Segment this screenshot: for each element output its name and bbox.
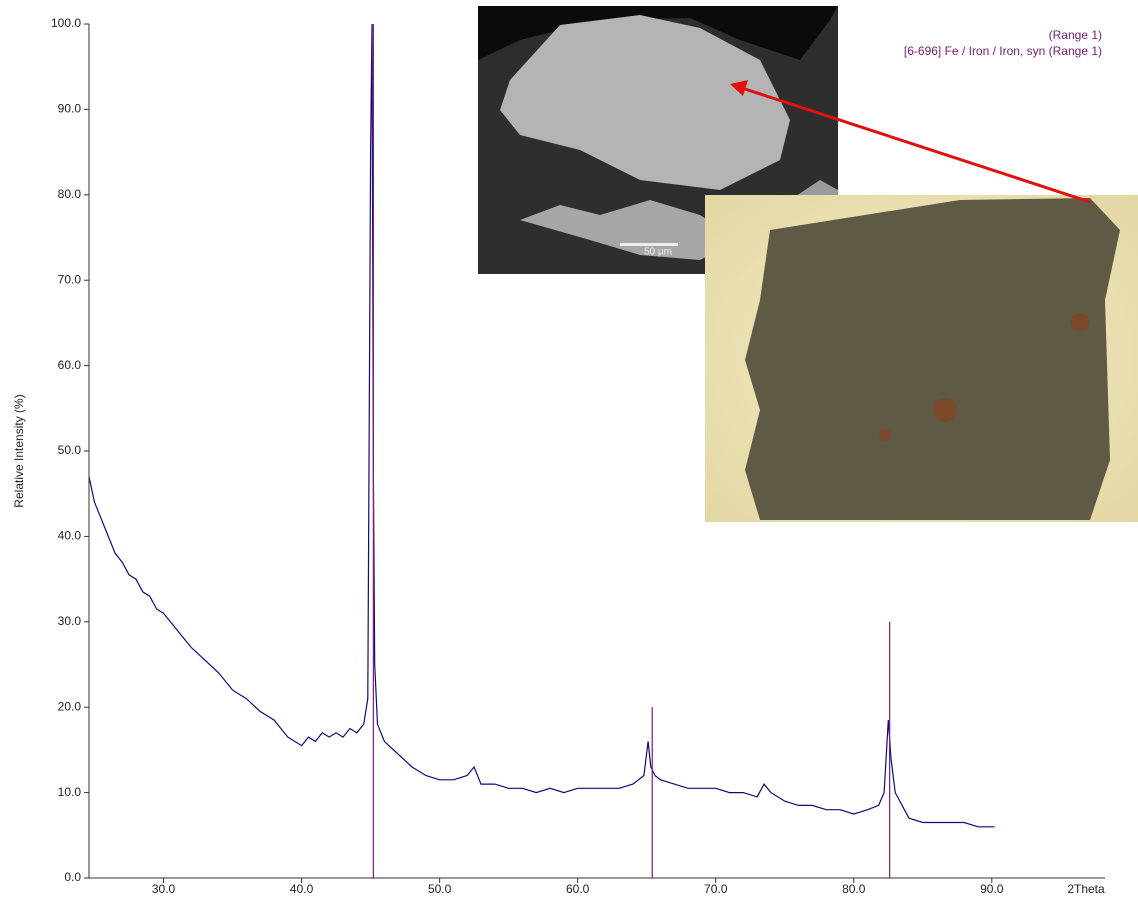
- y-tick-label: 20.0: [58, 699, 82, 713]
- y-tick-label: 90.0: [58, 102, 82, 116]
- x-tick-label: 30.0: [152, 882, 176, 896]
- y-tick-label: 40.0: [58, 529, 82, 543]
- y-tick-label: 10.0: [58, 785, 82, 799]
- y-tick-label: 0.0: [64, 870, 81, 884]
- y-tick-label: 30.0: [58, 614, 82, 628]
- rock-spot: [879, 429, 891, 441]
- scale-label: 50 µm: [644, 247, 672, 258]
- chart: Relative Intensity (%) 2Theta 50 µm 0.0 1…: [0, 0, 1138, 902]
- y-tick-label: 70.0: [58, 272, 82, 286]
- x-tick-label: 70.0: [704, 882, 728, 896]
- scale-bar: [620, 243, 678, 246]
- rock-spot: [933, 398, 957, 422]
- x-tick-label: 60.0: [566, 882, 590, 896]
- y-tick-label: 50.0: [58, 443, 82, 457]
- y-tick-label: 100.0: [51, 16, 81, 30]
- y-tick-label: 80.0: [58, 187, 82, 201]
- x-tick-label: 80.0: [842, 882, 866, 896]
- legend-entry: (Range 1): [1049, 28, 1102, 42]
- x-tick-label: 90.0: [980, 882, 1004, 896]
- x-tick-label: 50.0: [428, 882, 452, 896]
- legend-entry: [6-696] Fe / Iron / Iron, syn (Range 1): [904, 44, 1102, 58]
- rock-spot: [1071, 313, 1089, 331]
- y-axis-label: Relative Intensity (%): [12, 394, 26, 507]
- x-axis-label: 2Theta: [1067, 882, 1105, 896]
- x-tick-label: 40.0: [290, 882, 314, 896]
- inset-images: 50 µm: [478, 6, 1138, 522]
- rock-sample: [745, 198, 1120, 520]
- y-tick-label: 60.0: [58, 358, 82, 372]
